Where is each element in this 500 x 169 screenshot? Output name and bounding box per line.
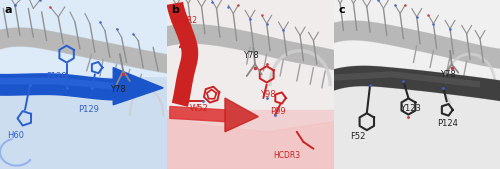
Polygon shape [328,21,500,69]
Bar [334,0,500,84]
Polygon shape [170,106,225,122]
Text: P129: P129 [78,105,99,114]
Bar [166,110,334,169]
Text: F128: F128 [46,71,68,81]
Text: F52: F52 [350,132,366,141]
Polygon shape [327,65,500,102]
Polygon shape [113,68,163,105]
Text: Y78: Y78 [440,70,456,79]
Polygon shape [0,27,172,74]
Text: b: b [172,5,179,15]
Text: Y78: Y78 [244,51,259,60]
Polygon shape [160,24,340,71]
Polygon shape [327,66,500,101]
Text: Y123: Y123 [400,104,421,113]
Text: Y98: Y98 [260,90,276,99]
Polygon shape [327,20,500,69]
Text: HCDR3: HCDR3 [274,151,300,160]
Text: a: a [5,5,12,15]
Polygon shape [0,78,114,90]
Text: W52: W52 [190,104,208,113]
Polygon shape [166,118,334,169]
Text: HCDR2: HCDR2 [170,16,197,25]
Polygon shape [0,73,114,101]
Text: c: c [338,5,345,15]
Polygon shape [0,28,171,73]
Bar [0,0,166,76]
Text: P124: P124 [436,119,458,128]
Polygon shape [330,71,480,88]
Text: Y78: Y78 [110,85,126,94]
Text: P99: P99 [270,107,285,116]
Polygon shape [166,2,198,107]
Polygon shape [225,98,258,132]
Polygon shape [160,24,340,70]
Text: H60: H60 [6,131,24,140]
